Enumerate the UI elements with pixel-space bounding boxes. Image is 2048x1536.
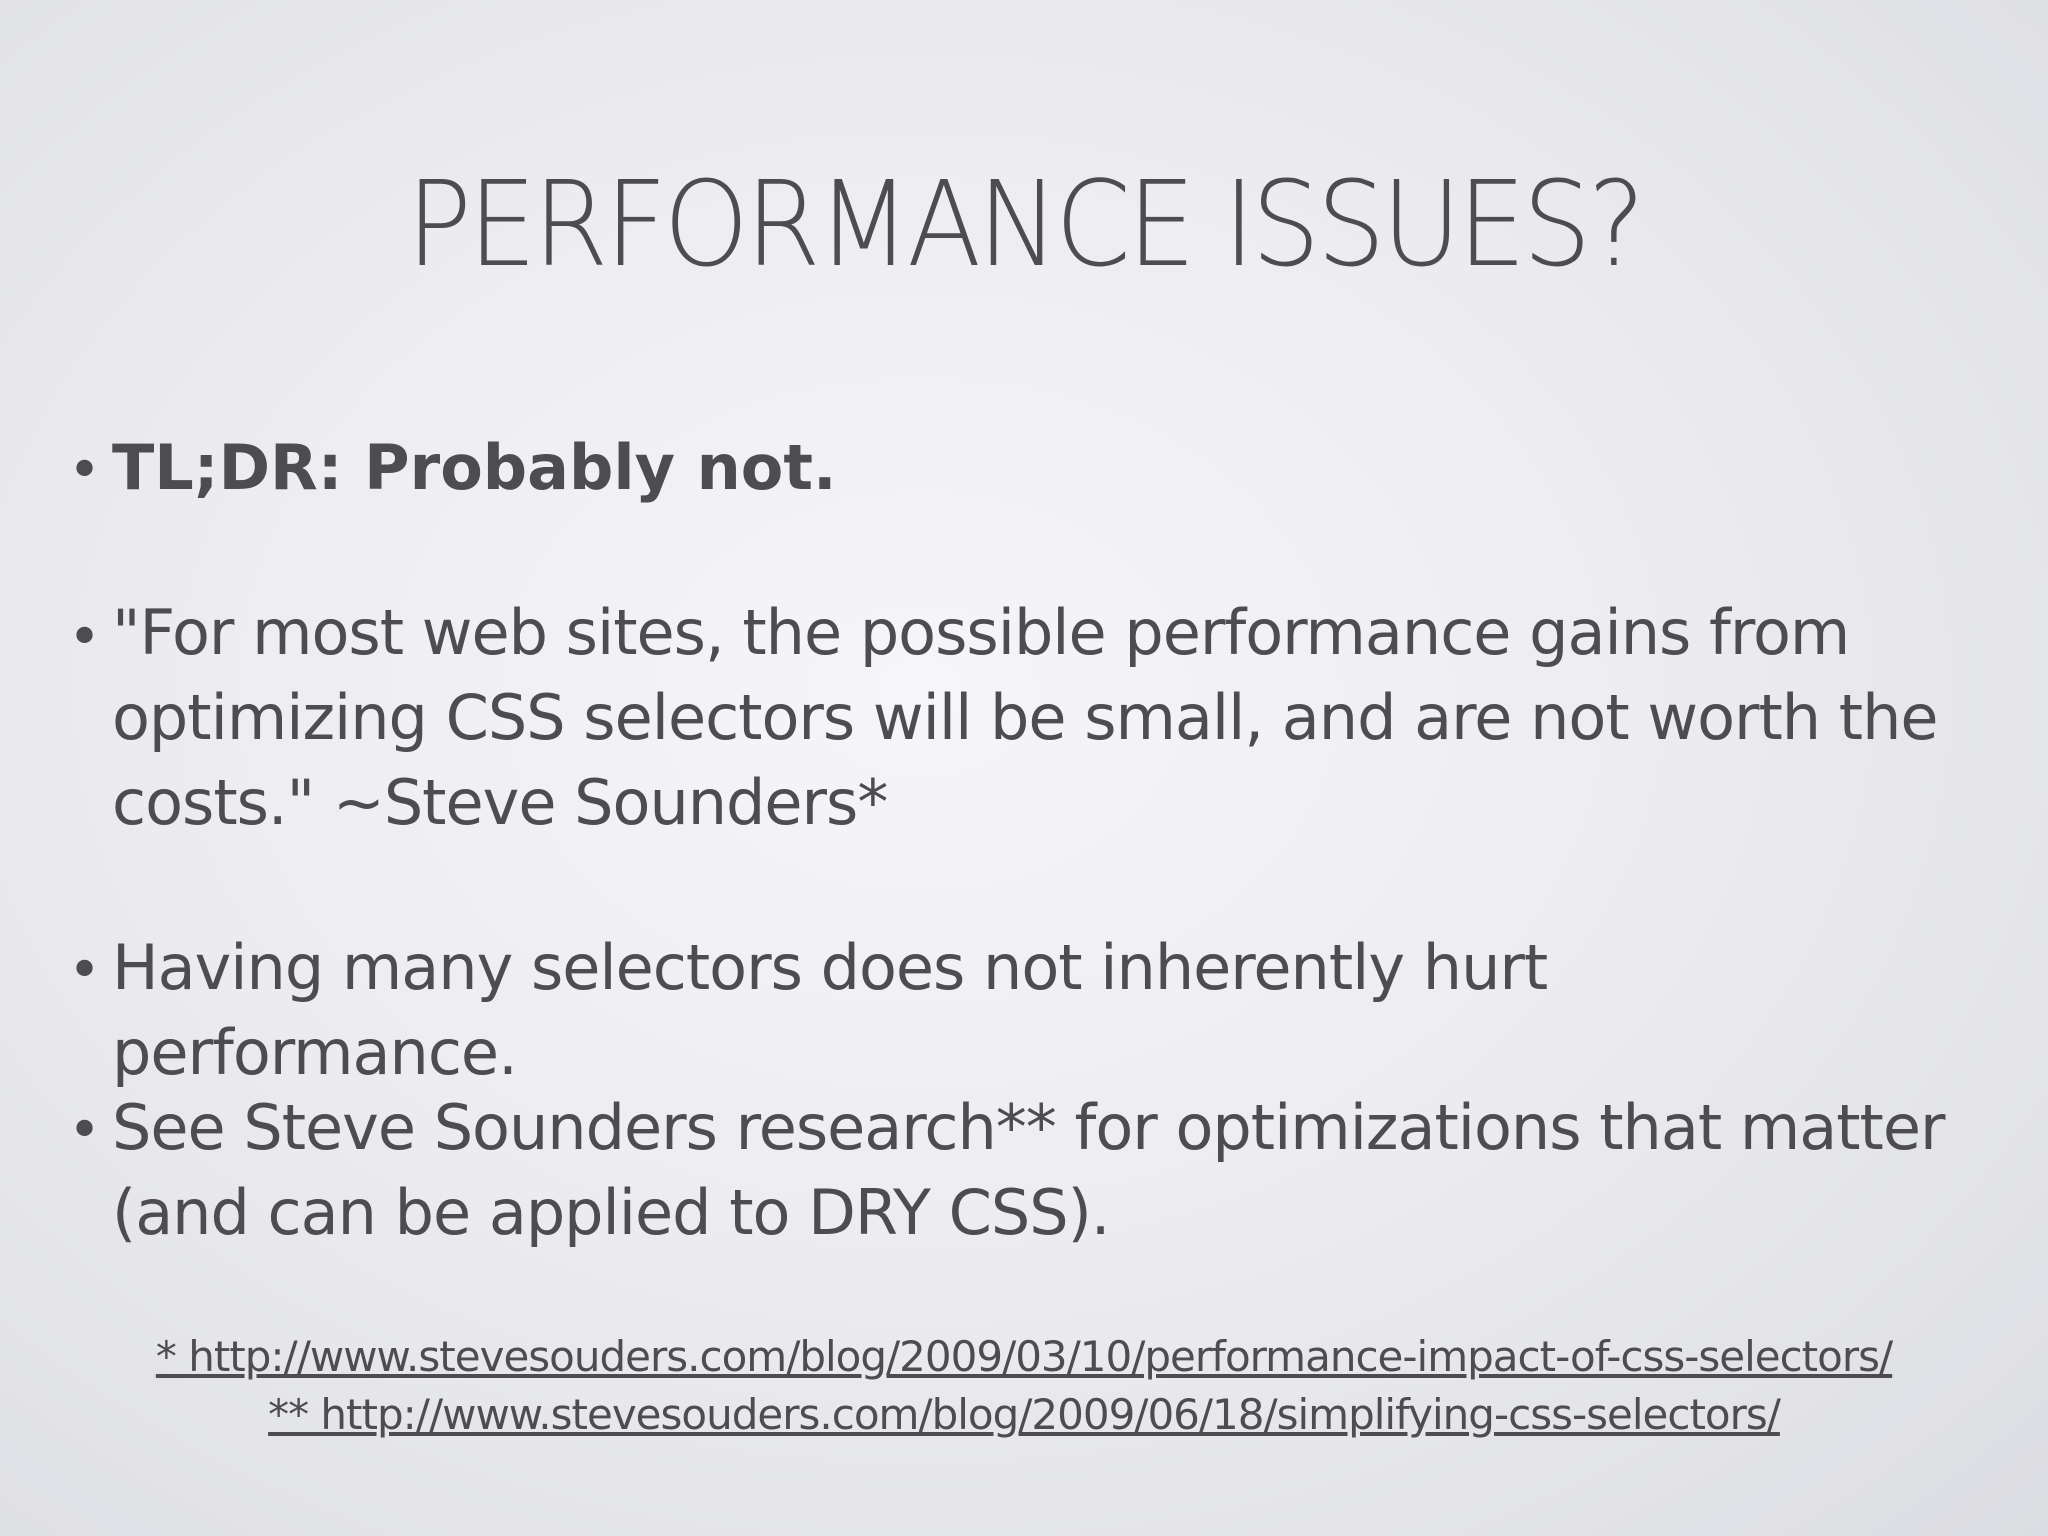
bullet-dot-icon: • — [68, 605, 102, 670]
bullet-dot-icon: • — [68, 1098, 102, 1163]
bullet-research: See Steve Sounders research** for optimi… — [112, 1091, 1945, 1249]
bullet-dot-icon: • — [68, 438, 102, 503]
bullet-dot-icon: • — [68, 938, 102, 1003]
slide-title: PERFORMANCE ISSUES? — [406, 155, 1645, 293]
bullet-tldr: TL;DR: Probably not. — [112, 431, 837, 504]
footnotes: * http://www.stevesouders.com/blog/2009/… — [0, 1328, 2048, 1444]
bullet-quote: "For most web sites, the possible perfor… — [112, 596, 1939, 839]
bullet-many-selectors: Having many selectors does not inherentl… — [112, 931, 1548, 1089]
footnote-link-1[interactable]: * http://www.stevesouders.com/blog/2009/… — [155, 1332, 1893, 1381]
footnote-link-2[interactable]: ** http://www.stevesouders.com/blog/2009… — [268, 1390, 1781, 1439]
